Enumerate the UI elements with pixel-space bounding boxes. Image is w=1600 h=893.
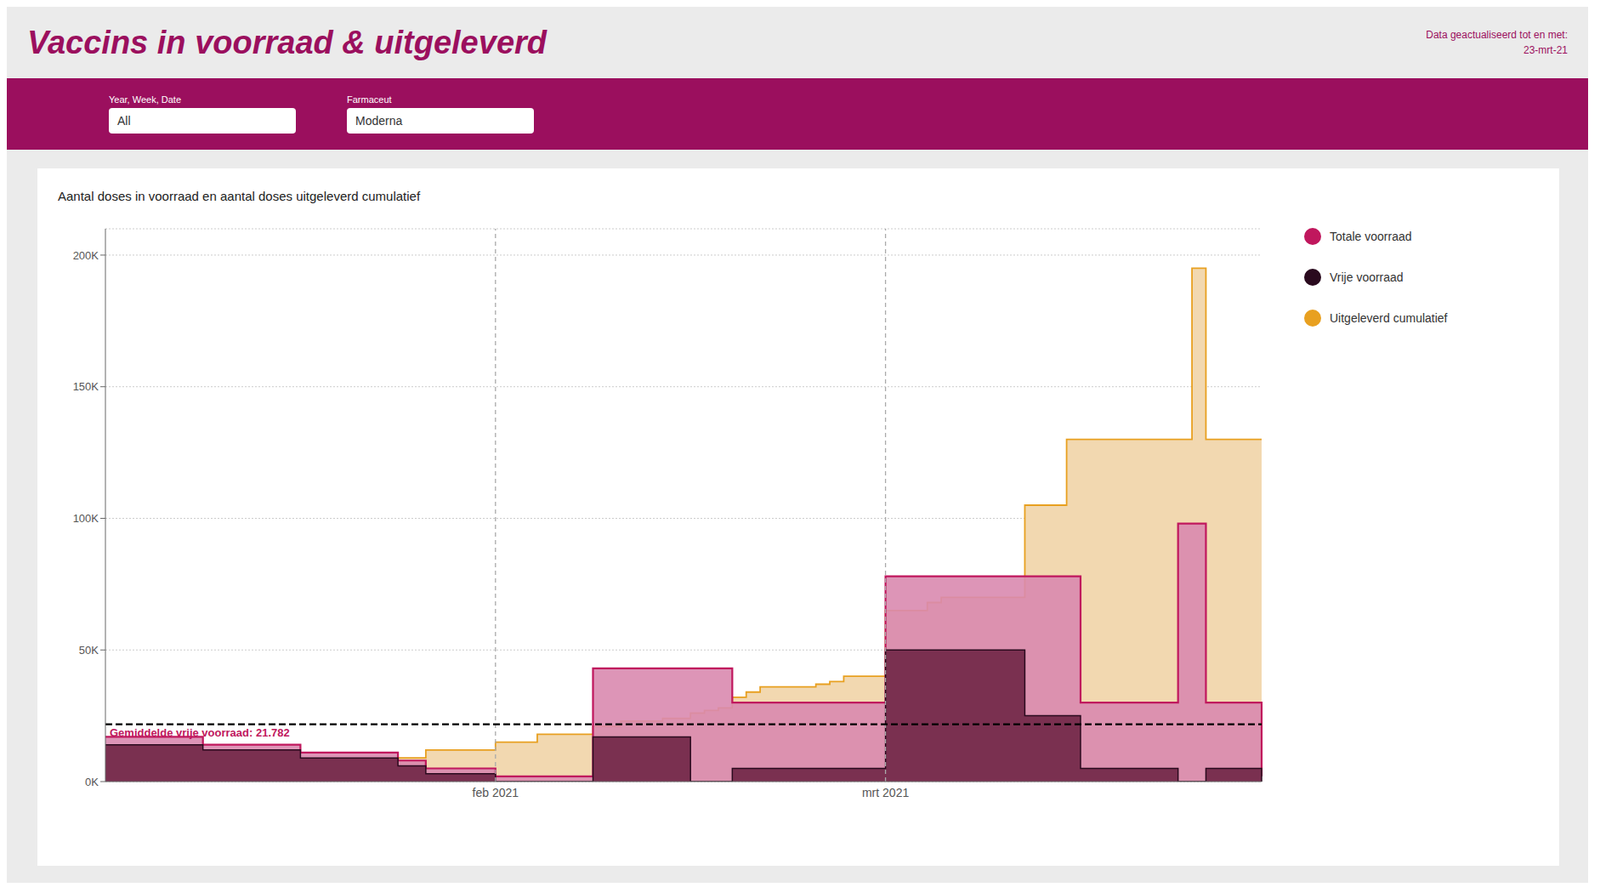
html-text:All: All (117, 113, 131, 128)
html-text:Uitgeleverd cumulatief: Uitgeleverd cumulatief (1329, 311, 1448, 325)
svg-text:200K: 200K (73, 249, 100, 262)
html-text:Aantal doses in voorraad en aa: Aantal doses in voorraad en aantal doses… (57, 188, 421, 204)
svg-text:mrt 2021: mrt 2021 (862, 785, 909, 800)
html-text:23-mrt-21: 23-mrt-21 (1523, 44, 1568, 57)
svg-text:150K: 150K (73, 380, 100, 393)
html-text:Year, Week, Date: Year, Week, Date (108, 94, 182, 105)
svg-text:100K: 100K (73, 511, 100, 525)
html-text:Vaccins in voorraad & uitgelev: Vaccins in voorraad & uitgeleverd (27, 24, 547, 60)
html-text:Moderna: Moderna (355, 113, 403, 128)
svg-text:50K: 50K (79, 643, 99, 657)
svg-text:feb 2021: feb 2021 (472, 785, 520, 800)
html-text:Totale voorraad: Totale voorraad (1329, 229, 1412, 244)
html-text:Farmaceut: Farmaceut (346, 94, 392, 105)
html-text:Vrije voorraad: Vrije voorraad (1329, 270, 1404, 284)
svg-text:Gemiddelde vrije voorraad: 21.: Gemiddelde vrije voorraad: 21.782 (109, 726, 290, 739)
html-text:Data geactualiseerd tot en met: Data geactualiseerd tot en met: (1425, 28, 1568, 41)
svg-text:0K: 0K (85, 775, 99, 789)
